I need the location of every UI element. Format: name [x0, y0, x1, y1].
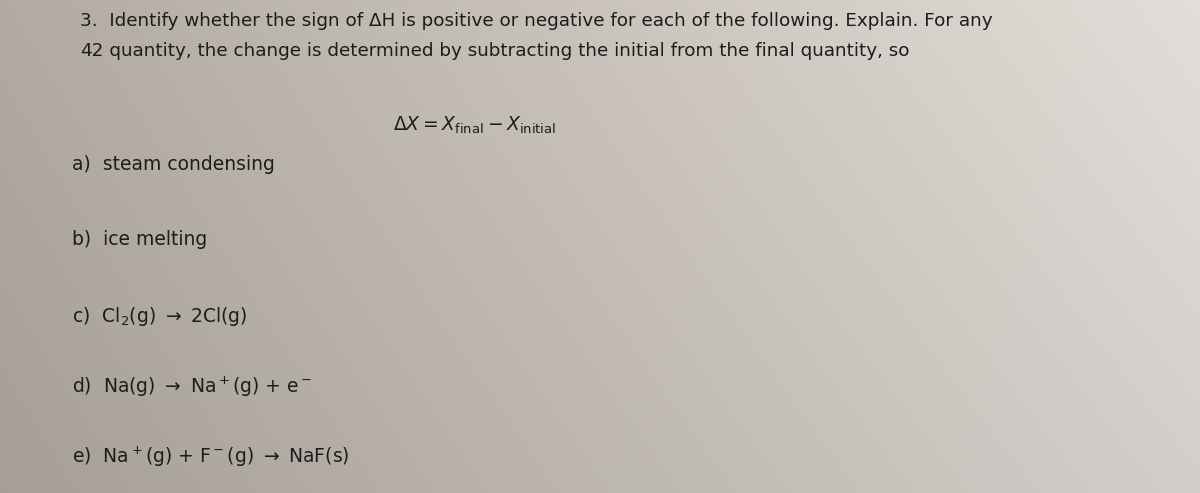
Text: $\Delta X = X_{\mathrm{final}} - X_{\mathrm{initial}}$: $\Delta X = X_{\mathrm{final}} - X_{\mat…	[394, 115, 557, 136]
Text: 42: 42	[80, 42, 103, 60]
Text: a)  steam condensing: a) steam condensing	[72, 155, 275, 174]
Text: d)  Na(g) $\rightarrow$ Na$^+$(g) + e$^-$: d) Na(g) $\rightarrow$ Na$^+$(g) + e$^-$	[72, 375, 312, 399]
Text: quantity, the change is determined by subtracting the initial from the final qua: quantity, the change is determined by su…	[80, 42, 910, 60]
Text: c)  Cl$_2$(g) $\rightarrow$ 2Cl(g): c) Cl$_2$(g) $\rightarrow$ 2Cl(g)	[72, 305, 247, 328]
Text: 3.  Identify whether the sign of ΔH is positive or negative for each of the foll: 3. Identify whether the sign of ΔH is po…	[80, 12, 992, 30]
Text: e)  Na$^+$(g) + F$^-$(g) $\rightarrow$ NaF(s): e) Na$^+$(g) + F$^-$(g) $\rightarrow$ Na…	[72, 445, 349, 469]
Text: b)  ice melting: b) ice melting	[72, 230, 208, 249]
